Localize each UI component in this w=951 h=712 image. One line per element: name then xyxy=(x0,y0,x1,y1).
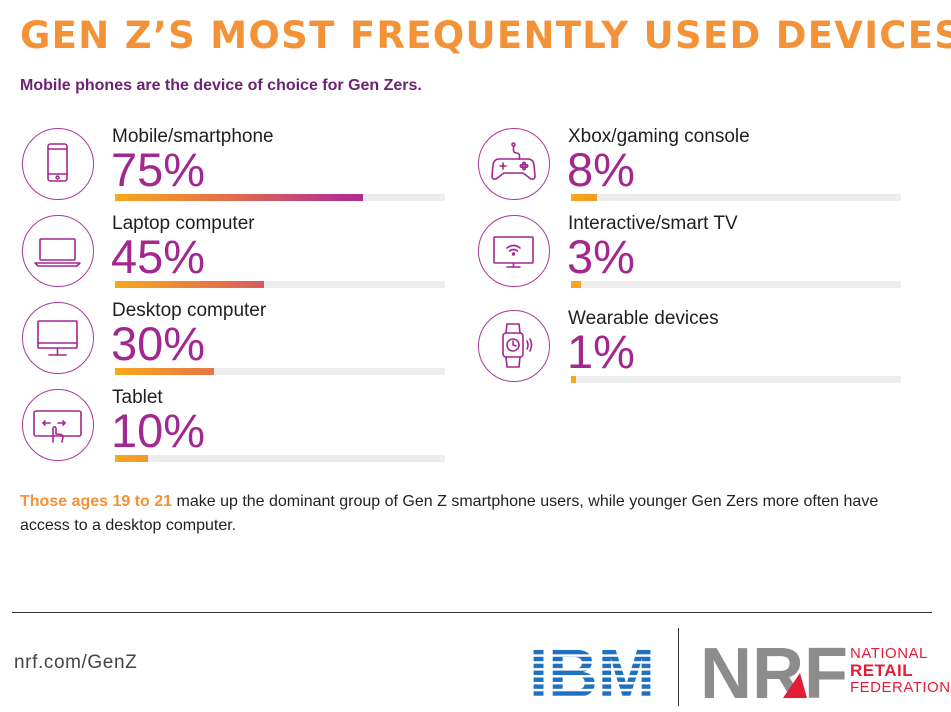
device-percent: 30% xyxy=(111,317,206,370)
smartphone-icon xyxy=(22,128,94,200)
desktop-monitor-icon xyxy=(22,302,94,374)
smartwatch-icon xyxy=(478,310,550,382)
footnote-text: make up the dominant group of Gen Z smar… xyxy=(20,493,879,534)
device-label: Xbox/gaming console xyxy=(568,126,750,147)
nrf-name-line2: RETAIL xyxy=(850,661,914,680)
nrf-red-accent xyxy=(783,673,807,698)
device-percent: 1% xyxy=(567,325,635,378)
bar-track xyxy=(571,194,901,201)
bar-track xyxy=(115,281,445,288)
device-item-tablet: Tablet 10% xyxy=(20,385,450,465)
nrf-name: NATIONAL RETAIL FEDERATION xyxy=(850,645,951,696)
nrf-logo-text: NRF xyxy=(700,644,848,700)
device-item-mobile: Mobile/smartphone 75% xyxy=(20,124,450,204)
device-label: Mobile/smartphone xyxy=(112,126,274,147)
footer-divider xyxy=(12,612,932,613)
ibm-logo-text: IBM xyxy=(529,643,655,698)
device-item-tv: Interactive/smart TV 3% xyxy=(476,211,906,291)
bar-track xyxy=(115,455,445,462)
ibm-logo: IBM xyxy=(529,643,655,698)
bar-fill xyxy=(115,281,264,288)
bar-track xyxy=(115,368,445,375)
game-controller-icon xyxy=(478,128,550,200)
logo-divider xyxy=(678,628,679,706)
device-item-wearable: Wearable devices 1% xyxy=(476,306,906,386)
device-label: Laptop computer xyxy=(112,213,255,234)
bar-fill xyxy=(115,194,363,201)
device-percent: 8% xyxy=(567,143,635,196)
device-percent: 10% xyxy=(111,404,206,457)
tablet-touch-icon xyxy=(22,389,94,461)
bar-fill xyxy=(115,455,148,462)
footnote: Those ages 19 to 21 make up the dominant… xyxy=(20,490,920,538)
bar-track xyxy=(571,281,901,288)
bar-track xyxy=(571,376,901,383)
device-label: Wearable devices xyxy=(568,308,719,329)
bar-fill xyxy=(571,281,581,288)
device-item-desktop: Desktop computer 30% xyxy=(20,298,450,378)
nrf-logo: NRF xyxy=(700,644,848,700)
bar-track xyxy=(115,194,445,201)
device-percent: 45% xyxy=(111,230,206,283)
device-label: Interactive/smart TV xyxy=(568,213,738,234)
subtitle: Mobile phones are the device of choice f… xyxy=(20,77,422,94)
device-percent: 75% xyxy=(111,143,206,196)
device-percent: 3% xyxy=(567,230,635,283)
page-title: GEN Z’S MOST FREQUENTLY USED DEVICES xyxy=(20,14,951,57)
nrf-name-line1: NATIONAL xyxy=(850,645,928,662)
bar-fill xyxy=(571,376,576,383)
footer-url-link[interactable]: nrf.com/GenZ xyxy=(14,652,138,673)
laptop-icon xyxy=(22,215,94,287)
nrf-name-line3: FEDERATION xyxy=(850,679,951,696)
device-item-laptop: Laptop computer 45% xyxy=(20,211,450,291)
footnote-highlight: Those ages 19 to 21 xyxy=(20,493,173,510)
device-item-console: Xbox/gaming console 8% xyxy=(476,124,906,204)
bar-fill xyxy=(571,194,598,201)
bar-fill xyxy=(115,368,214,375)
smart-tv-icon xyxy=(478,215,550,287)
device-label: Desktop computer xyxy=(112,300,267,321)
device-label: Tablet xyxy=(112,387,163,408)
